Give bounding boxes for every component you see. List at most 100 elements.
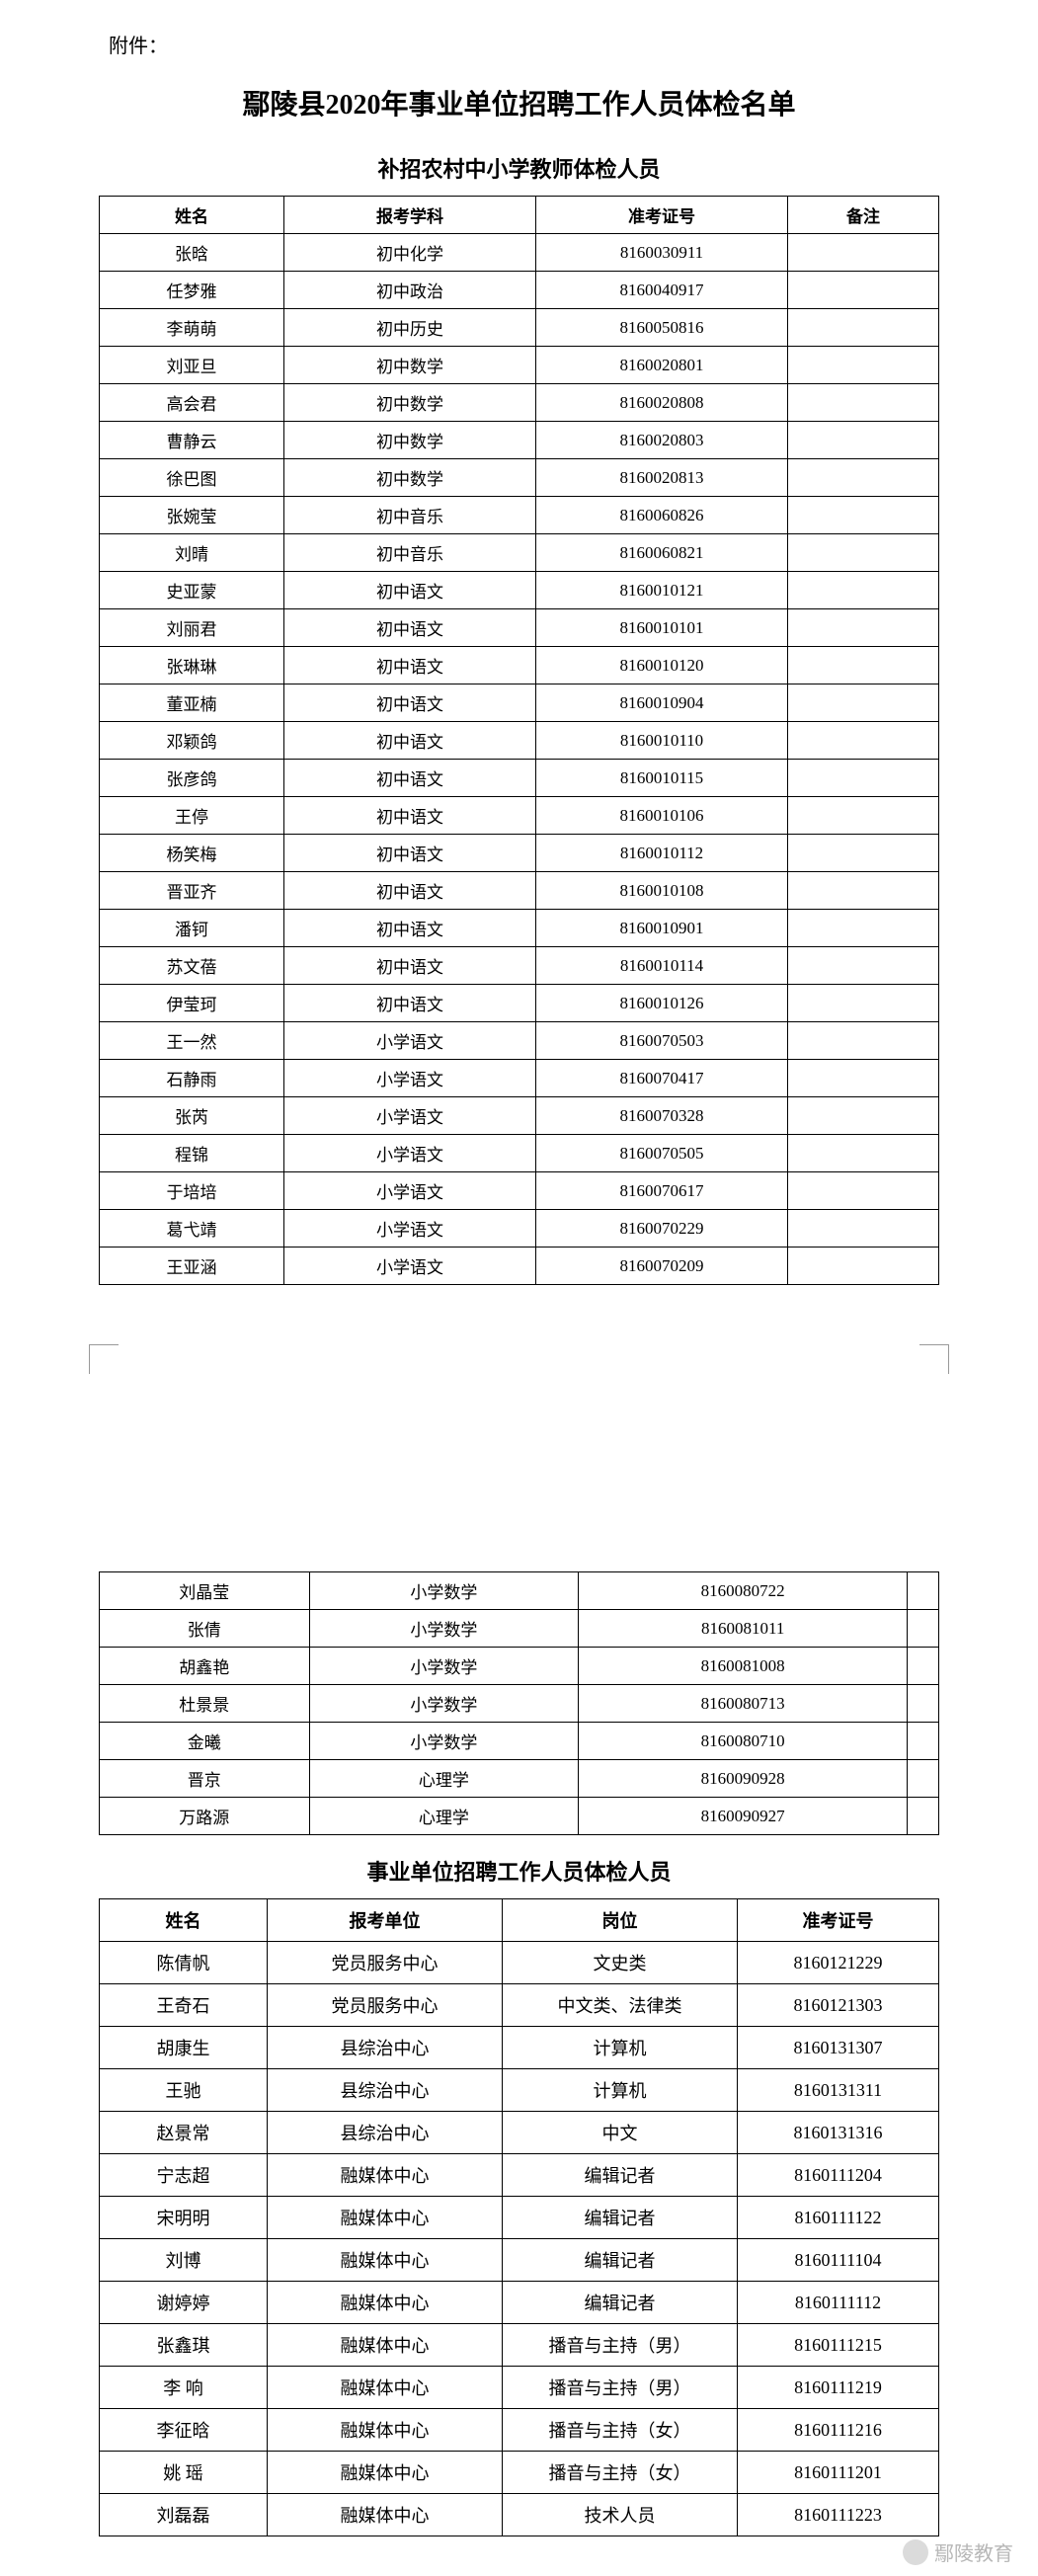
- cell-note: [788, 272, 939, 309]
- cell-unit: 融媒体中心: [268, 2494, 503, 2536]
- cell-name: 王驰: [100, 2069, 268, 2112]
- cell-note: [788, 722, 939, 760]
- cell-exam_no: 8160090928: [579, 1760, 908, 1798]
- teacher-table-continued: 刘晶莹小学数学8160080722张倩小学数学8160081011胡鑫艳小学数学…: [99, 1571, 939, 1835]
- cell-exam_no: 8160111216: [738, 2409, 939, 2452]
- watermark-text: 鄢陵教育: [934, 2537, 1013, 2566]
- table-row: 苏文蓓初中语文8160010114: [100, 947, 939, 985]
- table-row: 潘钶初中语文8160010901: [100, 910, 939, 947]
- cell-subject: 小学语文: [284, 1210, 536, 1248]
- cell-note: [788, 1135, 939, 1172]
- cell-exam_no: 8160121303: [738, 1984, 939, 2027]
- table-row: 高会君初中数学8160020808: [100, 384, 939, 422]
- cell-exam_no: 8160010108: [536, 872, 788, 910]
- cell-name: 张芮: [100, 1097, 284, 1135]
- header-name: 姓名: [100, 1899, 268, 1942]
- cell-exam_no: 8160010126: [536, 985, 788, 1022]
- cell-subject: 小学数学: [309, 1648, 579, 1685]
- cell-exam_no: 8160111112: [738, 2282, 939, 2324]
- table-row: 王驰县综治中心计算机8160131311: [100, 2069, 939, 2112]
- cell-name: 任梦雅: [100, 272, 284, 309]
- cell-exam_no: 8160020801: [536, 347, 788, 384]
- cell-name: 胡鑫艳: [100, 1648, 310, 1685]
- page-1: 附件： 鄢陵县2020年事业单位招聘工作人员体检名单 补招农村中小学教师体检人员…: [0, 0, 1038, 1325]
- cell-exam_no: 8160020803: [536, 422, 788, 459]
- table-row: 张芮小学语文8160070328: [100, 1097, 939, 1135]
- cell-name: 金曦: [100, 1723, 310, 1760]
- cell-note: [908, 1572, 939, 1610]
- cell-name: 程锦: [100, 1135, 284, 1172]
- cell-post: 编辑记者: [503, 2197, 738, 2239]
- cell-note: [788, 835, 939, 872]
- cell-subject: 初中语文: [284, 684, 536, 722]
- table-row: 任梦雅初中政治8160040917: [100, 272, 939, 309]
- cell-unit: 县综治中心: [268, 2027, 503, 2069]
- table-row: 金曦小学数学8160080710: [100, 1723, 939, 1760]
- table-row: 史亚蒙初中语文8160010121: [100, 572, 939, 609]
- section-1-title: 补招农村中小学教师体检人员: [99, 152, 939, 184]
- cell-name: 赵景常: [100, 2112, 268, 2154]
- cell-name: 刘博: [100, 2239, 268, 2282]
- cell-note: [788, 234, 939, 272]
- cell-subject: 初中政治: [284, 272, 536, 309]
- cell-name: 伊莹珂: [100, 985, 284, 1022]
- cell-unit: 党员服务中心: [268, 1984, 503, 2027]
- cell-note: [788, 1097, 939, 1135]
- cell-name: 刘丽君: [100, 609, 284, 647]
- cell-exam_no: 8160080722: [579, 1572, 908, 1610]
- header-exam-no: 准考证号: [536, 197, 788, 234]
- cell-subject: 初中语文: [284, 835, 536, 872]
- cell-subject: 初中数学: [284, 422, 536, 459]
- cell-name: 宋明明: [100, 2197, 268, 2239]
- cell-subject: 小学语文: [284, 1172, 536, 1210]
- cell-exam_no: 8160030911: [536, 234, 788, 272]
- cell-note: [908, 1723, 939, 1760]
- table-row: 宋明明融媒体中心编辑记者8160111122: [100, 2197, 939, 2239]
- cell-exam_no: 8160111122: [738, 2197, 939, 2239]
- cell-subject: 初中数学: [284, 347, 536, 384]
- cell-exam_no: 8160060826: [536, 497, 788, 534]
- cell-post: 中文类、法律类: [503, 1984, 738, 2027]
- cell-name: 刘磊磊: [100, 2494, 268, 2536]
- cell-subject: 初中语文: [284, 647, 536, 684]
- cell-note: [788, 1060, 939, 1097]
- cell-name: 晋京: [100, 1760, 310, 1798]
- cell-exam_no: 8160010106: [536, 797, 788, 835]
- cell-post: 计算机: [503, 2027, 738, 2069]
- cell-unit: 融媒体中心: [268, 2239, 503, 2282]
- cell-note: [788, 497, 939, 534]
- cell-name: 史亚蒙: [100, 572, 284, 609]
- cell-exam_no: 8160010115: [536, 760, 788, 797]
- table-row: 张琳琳初中语文8160010120: [100, 647, 939, 684]
- table-row: 晋京心理学8160090928: [100, 1760, 939, 1798]
- table-row: 胡鑫艳小学数学8160081008: [100, 1648, 939, 1685]
- table-row: 王奇石党员服务中心中文类、法律类8160121303: [100, 1984, 939, 2027]
- cell-note: [788, 534, 939, 572]
- table-row: 姚 瑶融媒体中心播音与主持（女）8160111201: [100, 2452, 939, 2494]
- table-row: 张倩小学数学8160081011: [100, 1610, 939, 1648]
- cell-post: 播音与主持（女）: [503, 2452, 738, 2494]
- cell-subject: 初中语文: [284, 760, 536, 797]
- cell-name: 谢婷婷: [100, 2282, 268, 2324]
- cell-subject: 初中音乐: [284, 497, 536, 534]
- cell-name: 刘晶莹: [100, 1572, 310, 1610]
- page-break: [0, 1325, 1038, 1571]
- cell-subject: 初中历史: [284, 309, 536, 347]
- table-row: 刘晴初中音乐8160060821: [100, 534, 939, 572]
- cell-name: 李萌萌: [100, 309, 284, 347]
- table-row: 刘磊磊融媒体中心技术人员8160111223: [100, 2494, 939, 2536]
- table-row: 李萌萌初中历史8160050816: [100, 309, 939, 347]
- cell-subject: 小学数学: [309, 1723, 579, 1760]
- cell-exam_no: 8160080713: [579, 1685, 908, 1723]
- cell-name: 王一然: [100, 1022, 284, 1060]
- cell-name: 王停: [100, 797, 284, 835]
- cell-name: 张鑫琪: [100, 2324, 268, 2367]
- cell-name: 葛弋靖: [100, 1210, 284, 1248]
- main-title: 鄢陵县2020年事业单位招聘工作人员体检名单: [99, 83, 939, 122]
- cell-subject: 初中语文: [284, 797, 536, 835]
- cell-name: 刘晴: [100, 534, 284, 572]
- cell-exam_no: 8160050816: [536, 309, 788, 347]
- table-row: 陈倩帆党员服务中心文史类8160121229: [100, 1942, 939, 1984]
- cell-note: [788, 609, 939, 647]
- table-row: 葛弋靖小学语文8160070229: [100, 1210, 939, 1248]
